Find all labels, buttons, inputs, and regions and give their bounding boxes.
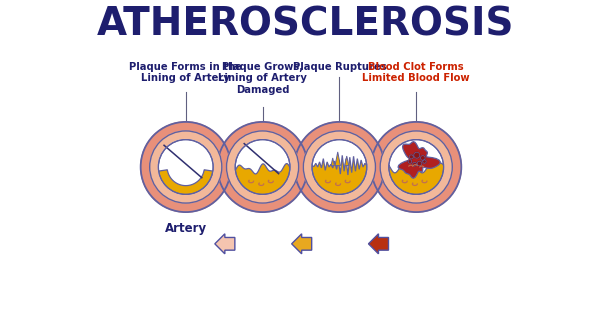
Circle shape bbox=[417, 161, 422, 166]
Circle shape bbox=[420, 156, 425, 160]
Circle shape bbox=[150, 131, 222, 203]
Polygon shape bbox=[398, 142, 440, 178]
Polygon shape bbox=[389, 163, 444, 194]
Text: Blood Clot Forms
Limited Blood Flow: Blood Clot Forms Limited Blood Flow bbox=[362, 62, 470, 84]
Text: ATHEROSCLEROSIS: ATHEROSCLEROSIS bbox=[97, 5, 515, 43]
Text: Artery: Artery bbox=[165, 222, 207, 235]
Polygon shape bbox=[345, 156, 349, 166]
Polygon shape bbox=[331, 158, 334, 166]
Circle shape bbox=[304, 131, 376, 203]
Circle shape bbox=[226, 131, 299, 203]
Circle shape bbox=[409, 155, 413, 159]
Polygon shape bbox=[335, 152, 340, 166]
Circle shape bbox=[380, 131, 452, 203]
Circle shape bbox=[371, 122, 461, 212]
Circle shape bbox=[294, 122, 384, 212]
Text: Plaque Forms in the
Lining of Artery: Plaque Forms in the Lining of Artery bbox=[129, 62, 242, 84]
Polygon shape bbox=[312, 155, 367, 194]
Circle shape bbox=[389, 140, 444, 194]
Circle shape bbox=[159, 140, 213, 194]
Polygon shape bbox=[235, 164, 290, 194]
Circle shape bbox=[217, 122, 308, 212]
Circle shape bbox=[408, 160, 412, 163]
Text: Plaque Grows,
Lining of Artery
Damaged: Plaque Grows, Lining of Artery Damaged bbox=[218, 62, 307, 95]
FancyArrow shape bbox=[292, 234, 312, 254]
FancyArrow shape bbox=[368, 234, 389, 254]
Polygon shape bbox=[159, 170, 213, 194]
Circle shape bbox=[312, 140, 367, 194]
Circle shape bbox=[141, 122, 231, 212]
Circle shape bbox=[235, 140, 290, 194]
FancyArrow shape bbox=[215, 234, 235, 254]
Text: Plaque Ruptures: Plaque Ruptures bbox=[293, 62, 386, 72]
Circle shape bbox=[423, 160, 426, 163]
Circle shape bbox=[414, 152, 420, 158]
Circle shape bbox=[412, 162, 417, 166]
